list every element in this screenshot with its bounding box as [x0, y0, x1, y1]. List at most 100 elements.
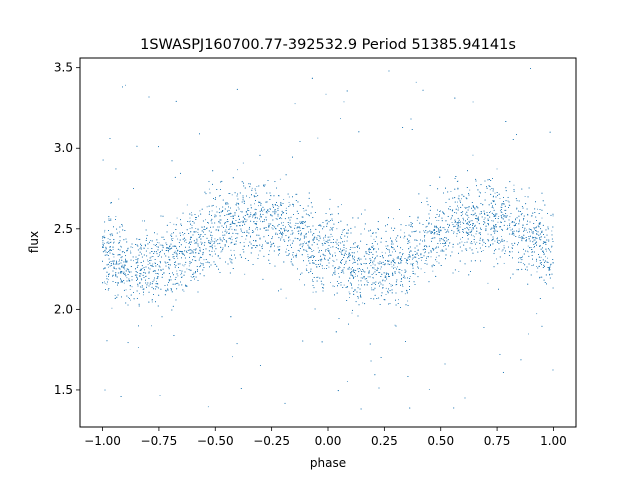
data-point [458, 207, 459, 209]
data-point [330, 282, 332, 283]
data-point [219, 239, 221, 241]
data-point [341, 231, 343, 233]
data-point [460, 223, 461, 225]
data-point [530, 215, 532, 217]
data-point [230, 212, 232, 214]
data-point [180, 274, 182, 276]
data-point [289, 239, 291, 241]
data-point [336, 259, 338, 261]
data-point [402, 249, 404, 250]
data-point [422, 257, 423, 258]
data-point [268, 224, 270, 226]
data-point [281, 218, 283, 220]
data-point [202, 263, 204, 265]
data-point [113, 266, 115, 268]
data-point [104, 229, 106, 231]
data-point [325, 93, 327, 95]
data-point [313, 237, 315, 239]
data-point [246, 219, 248, 221]
data-point [468, 207, 470, 209]
data-point [399, 258, 401, 260]
data-point [279, 246, 281, 248]
data-point [217, 226, 219, 228]
data-point [296, 253, 297, 255]
data-point [415, 81, 417, 83]
data-point [130, 250, 131, 252]
data-point [328, 266, 330, 268]
data-point [503, 204, 505, 205]
data-point [139, 275, 141, 277]
data-point [436, 261, 438, 263]
data-point [278, 223, 280, 225]
data-point [501, 236, 502, 237]
data-point [395, 284, 397, 286]
data-point [156, 242, 158, 243]
data-point [285, 207, 287, 209]
data-point [329, 236, 331, 238]
data-point [132, 247, 134, 249]
data-point [191, 212, 192, 214]
data-point [154, 262, 156, 264]
data-point [177, 275, 179, 277]
data-point [174, 250, 176, 252]
data-point [231, 194, 233, 196]
data-point [390, 285, 392, 287]
data-point [343, 272, 345, 274]
data-point [304, 224, 306, 226]
data-point [549, 274, 550, 276]
data-point [240, 221, 242, 223]
data-point [229, 228, 231, 230]
data-point [215, 206, 217, 208]
data-point [184, 264, 186, 266]
data-point [493, 230, 495, 232]
data-point [435, 256, 437, 258]
data-point [346, 254, 347, 255]
data-point [446, 240, 448, 242]
data-point [125, 260, 127, 262]
data-point [282, 222, 284, 223]
data-point [233, 250, 235, 251]
data-point [208, 188, 210, 190]
data-point [175, 235, 177, 237]
data-point [196, 242, 198, 244]
data-point [212, 248, 213, 250]
data-point [250, 236, 251, 238]
data-point [507, 225, 508, 227]
data-point [394, 271, 395, 273]
data-point [371, 287, 372, 289]
data-point [518, 236, 520, 238]
data-point [225, 229, 227, 231]
data-point [421, 259, 422, 261]
data-point [496, 168, 498, 170]
data-point [285, 297, 287, 299]
data-point [378, 272, 379, 273]
data-point [473, 241, 475, 243]
data-point [182, 234, 184, 236]
data-point [351, 312, 353, 314]
data-point [487, 223, 488, 224]
data-point [254, 203, 255, 205]
data-point [477, 217, 479, 219]
data-point [141, 287, 143, 289]
data-point [376, 255, 378, 257]
data-point [456, 235, 458, 237]
data-point [448, 224, 450, 226]
data-point [372, 263, 374, 265]
data-point [399, 272, 401, 274]
data-point [186, 268, 188, 270]
data-point [338, 273, 340, 274]
data-point [358, 280, 359, 282]
data-point [521, 240, 523, 242]
data-point [475, 233, 477, 235]
data-point [199, 257, 201, 259]
data-point [313, 249, 315, 251]
data-point [344, 240, 346, 242]
data-point [548, 240, 550, 242]
data-point [515, 219, 516, 221]
data-point [475, 224, 476, 226]
data-point [171, 233, 173, 235]
data-point [519, 221, 520, 223]
data-point [426, 246, 428, 248]
data-point [151, 325, 152, 327]
